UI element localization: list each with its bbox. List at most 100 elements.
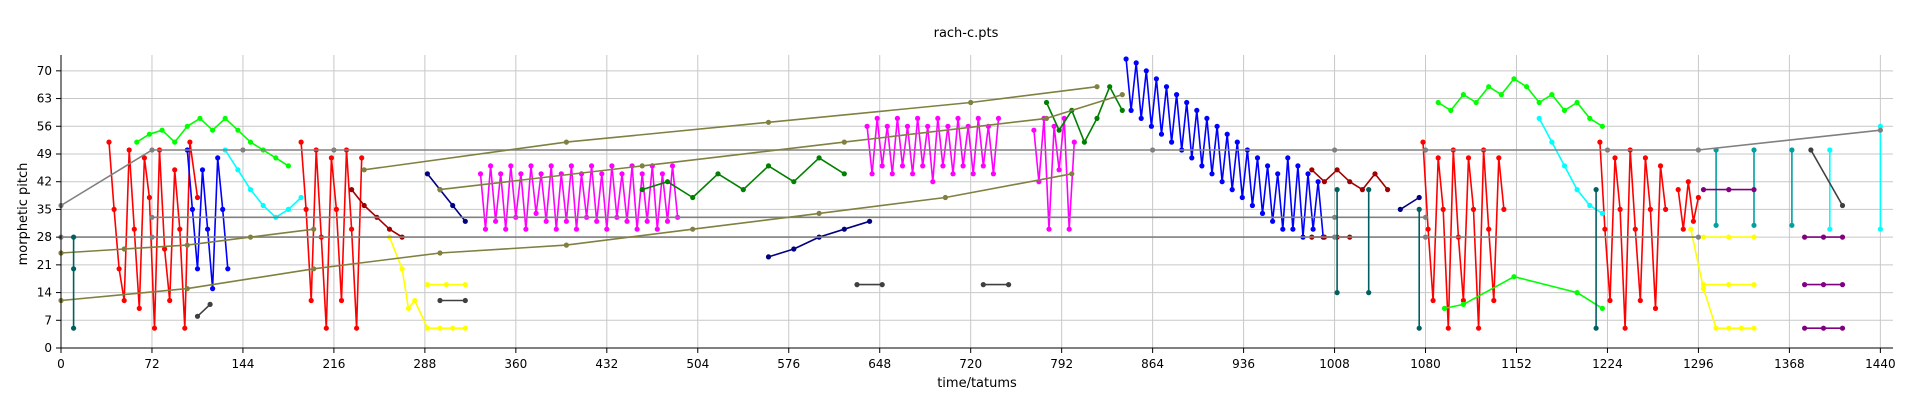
data-point (1685, 179, 1691, 185)
y-tick-label: 70 (37, 64, 52, 78)
data-point (1561, 163, 1568, 169)
data-point (1153, 76, 1159, 82)
data-point (715, 171, 721, 177)
data-point (1839, 282, 1846, 288)
data-point (1133, 60, 1139, 66)
data-point (1366, 187, 1372, 193)
data-point (1593, 325, 1599, 331)
data-point (990, 171, 997, 177)
data-point (311, 266, 317, 272)
data-point (1789, 222, 1795, 228)
data-point (669, 163, 676, 169)
x-tick-label: 0 (57, 357, 65, 371)
data-point (116, 266, 122, 272)
data-point (765, 163, 772, 169)
series-line (426, 173, 466, 222)
data-point (184, 123, 190, 129)
data-point (424, 171, 430, 177)
data-point (553, 226, 559, 232)
data-point (424, 325, 430, 331)
data-point (1143, 68, 1149, 74)
data-point (1802, 282, 1808, 288)
data-point (1802, 325, 1808, 331)
data-point (1066, 226, 1072, 232)
series-line (1599, 142, 1667, 330)
data-point (1632, 226, 1638, 232)
data-point (1158, 131, 1165, 137)
data-point (194, 313, 201, 319)
data-point (1486, 226, 1492, 232)
data-point (960, 163, 966, 169)
data-point (968, 99, 974, 106)
data-point (1385, 187, 1391, 193)
data-point (167, 297, 173, 304)
data-point (333, 206, 339, 212)
data-point (1046, 226, 1052, 232)
data-point (1688, 226, 1694, 232)
data-point (298, 139, 304, 145)
data-point (1229, 187, 1235, 193)
data-point (1435, 155, 1441, 161)
data-point (740, 187, 746, 193)
data-point (1310, 226, 1316, 232)
data-point (1334, 167, 1340, 173)
data-point (187, 139, 193, 145)
data-point (1056, 127, 1062, 133)
y-tick-label: 7 (44, 313, 52, 327)
data-point (1069, 171, 1075, 177)
x-tick-label: 1368 (1774, 357, 1805, 371)
data-point (1726, 282, 1732, 288)
data-point (1599, 210, 1605, 216)
data-point (437, 187, 443, 193)
data-point (1397, 206, 1403, 212)
data-point (1219, 179, 1225, 185)
data-point (533, 210, 539, 216)
data-point (1259, 210, 1266, 216)
data-point (437, 297, 443, 304)
data-point (443, 282, 449, 288)
data-point (1612, 155, 1618, 161)
data-point (1234, 139, 1240, 145)
data-point (1422, 214, 1429, 220)
data-point (162, 246, 168, 252)
data-point (1249, 202, 1255, 209)
data-point (1726, 187, 1732, 193)
data-point (1460, 297, 1466, 304)
data-point (690, 226, 696, 232)
series-line (1690, 229, 1754, 330)
data-point (311, 226, 317, 232)
series-line (60, 129, 1881, 207)
data-point (1445, 325, 1451, 331)
data-point (172, 167, 178, 173)
data-point (308, 297, 314, 304)
data-point (639, 171, 645, 177)
data-point (563, 139, 570, 145)
data-point (523, 226, 529, 232)
data-point (1549, 92, 1555, 98)
data-point (1128, 107, 1134, 113)
data-point (482, 226, 489, 232)
data-point (1209, 171, 1215, 177)
data-point (323, 325, 329, 331)
data-point (1440, 206, 1446, 212)
data-point (950, 171, 956, 177)
data-point (894, 115, 901, 121)
data-point (1006, 282, 1012, 288)
data-point (177, 226, 183, 232)
x-tick-label: 432 (595, 357, 618, 371)
data-point (247, 234, 254, 240)
data-point (1119, 107, 1125, 113)
data-point (1332, 147, 1338, 153)
x-tick-label: 360 (504, 357, 527, 371)
data-point (609, 163, 615, 169)
data-point (1561, 107, 1568, 113)
data-point (980, 282, 986, 288)
data-point (904, 123, 911, 129)
data-point (1820, 234, 1827, 240)
data-point (995, 115, 1002, 121)
data-point (563, 242, 570, 248)
data-point (273, 155, 279, 161)
data-point (488, 163, 494, 169)
data-point (1470, 206, 1477, 212)
data-point (1174, 92, 1180, 98)
